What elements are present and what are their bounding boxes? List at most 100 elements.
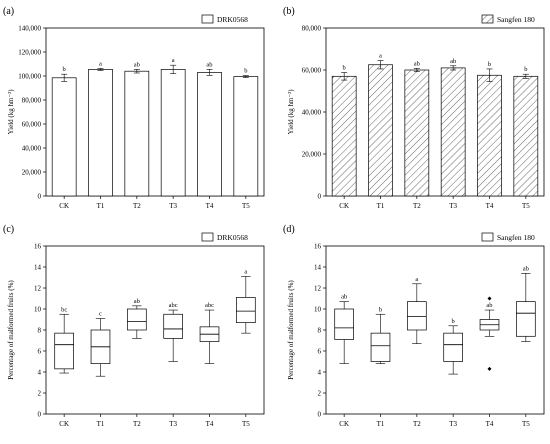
bar-T1 [88,69,113,197]
x-tick-label: T2 [413,420,421,428]
x-tick-label: T3 [169,420,177,428]
y-tick-label: 0 [318,192,322,200]
y-tick-label: 0 [38,192,42,200]
x-tick-label: CK [339,420,349,428]
significance-letter: c [99,310,102,317]
panel-c: 0 2 4 6 8 10 12 14 16 CK T1 T2 T3 T4 T5 Percentage of m… [3,224,265,428]
y-tick-label: 6 [38,347,42,355]
box-T2 [407,301,427,331]
significance-letter: ab [206,61,212,68]
bar-CK [51,77,77,197]
y-tick-label: 2 [318,389,322,397]
significance-letter: b [379,306,382,313]
significance-letter: ab [341,294,347,301]
significance-letter: b [524,66,527,73]
y-tick-label: 16 [34,242,42,250]
bar-T3 [160,69,186,197]
significance-letter: abc [169,302,178,309]
x-tick-label: CK [339,202,349,210]
significance-letter: ab [134,61,140,68]
x-tick-label: T1 [377,420,385,428]
x-tick-label: CK [59,202,69,210]
x-tick-label: T1 [377,202,385,210]
y-tick-label: 20,000 [22,168,42,176]
plot-frame [45,245,265,415]
panel-label: (a) [3,6,14,17]
legend-swatch [481,232,494,242]
panel-label: (d) [283,224,295,235]
significance-letter: ab [134,298,140,305]
y-tick-label: 10 [34,305,42,313]
x-tick-label: T4 [486,202,494,210]
x-tick-label: T3 [449,420,457,428]
y-tick-label: 100,000 [18,72,41,80]
significance-letter: b [244,68,247,75]
bar-T1 [368,64,393,197]
box-CK [54,332,74,370]
significance-letter: ab [523,265,529,272]
panel-d: 0 2 4 6 8 10 12 14 16 CK T1 T2 T3 T4 T5 Percentage of m… [283,224,545,428]
y-tick-label: 16 [314,242,322,250]
x-tick-label: T4 [486,420,494,428]
x-tick-label: T1 [97,202,105,210]
y-tick-label: 80,000 [22,96,42,104]
legend-swatch [481,14,494,24]
y-tick-label: 0 [38,410,42,418]
x-tick-label: T2 [133,420,141,428]
y-tick-label: 80,000 [302,24,322,32]
x-tick-label: T5 [522,202,530,210]
y-axis-title: Percentage of malformed fruits (%) [287,280,295,380]
bar-T3 [440,67,466,197]
significance-letter: a [244,268,247,275]
panel-label: (c) [3,224,14,235]
box-T2 [127,308,147,331]
panel-a: 0 20,000 40,000 60,000 80,000 100,000 120,000 1… [3,6,265,210]
y-tick-label: 6 [318,347,322,355]
x-tick-label: T2 [133,202,141,210]
bar-T2 [404,69,430,197]
legend-swatch [201,14,214,24]
y-tick-label: 40,000 [22,144,42,152]
significance-letter: a [99,60,102,67]
box-T3 [443,332,463,362]
legend-label: DRK0568 [217,15,248,24]
bar-T5 [513,75,539,197]
bar-T4 [197,72,222,197]
box-T5 [516,301,536,337]
y-tick-label: 60,000 [302,66,322,74]
panel-label: (b) [283,6,295,17]
y-tick-label: 140,000 [18,24,41,32]
significance-letter: bc [61,306,67,313]
y-tick-label: 20,000 [302,150,322,158]
significance-letter: b [488,61,491,68]
bar-T5 [233,76,259,197]
outlier-point [487,366,492,371]
legend-label: Sangfen 180 [497,233,535,242]
plot-frame [325,27,545,197]
x-tick-label: T5 [242,420,250,428]
box-CK [334,308,354,340]
y-tick-label: 8 [318,326,322,334]
plot-frame [325,245,545,415]
significance-letter: ab [486,302,492,309]
significance-letter: ab [414,60,420,67]
y-axis-title: Yield (kg hm⁻²) [7,89,15,135]
plot-frame [45,27,265,197]
box-T3 [163,313,183,339]
significance-letter: b [343,65,346,72]
significance-letter: abc [205,302,214,309]
significance-letter: a [379,53,382,60]
outlier-point [487,296,492,301]
x-tick-label: T5 [242,202,250,210]
y-tick-label: 14 [34,263,42,271]
significance-letter: ab [450,58,456,65]
y-tick-label: 12 [34,284,42,292]
y-tick-label: 60,000 [22,120,42,128]
y-tick-label: 4 [318,368,322,376]
bar-CK [331,75,357,197]
bar-T4 [477,74,502,197]
significance-letter: a [172,57,175,64]
y-tick-label: 4 [38,368,42,376]
x-tick-label: T4 [206,420,214,428]
